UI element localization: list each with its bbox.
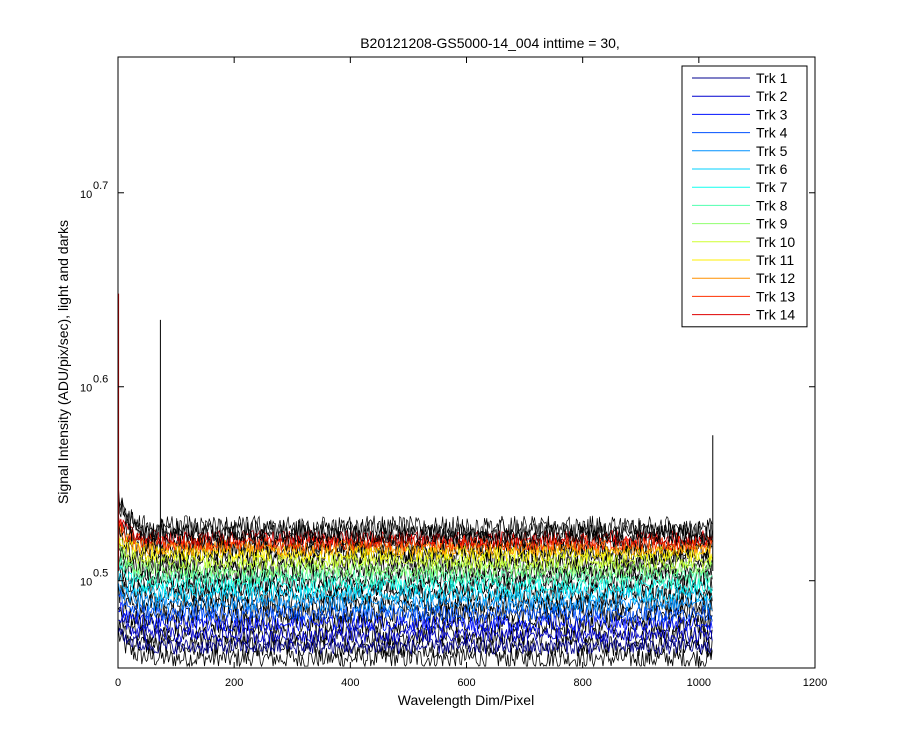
track-line-12 xyxy=(118,521,713,557)
x-tick-label: 1000 xyxy=(687,677,711,689)
legend-label-1: Trk 1 xyxy=(756,70,788,86)
track-line-8 xyxy=(118,556,713,587)
legend-label-10: Trk 10 xyxy=(756,234,795,250)
y-axis-label: Signal Intensity (ADU/pix/sec), light an… xyxy=(55,220,71,504)
track-line-5 xyxy=(118,583,713,613)
y-tick-label-exponent: 0.7 xyxy=(93,180,108,192)
y-tick-label-exponent: 0.6 xyxy=(93,374,108,386)
legend-label-12: Trk 12 xyxy=(756,270,795,286)
y-tick-label-exponent: 0.5 xyxy=(93,568,108,580)
track-line-13 xyxy=(118,520,713,552)
legend-label-11: Trk 11 xyxy=(756,252,794,268)
track-line-2 xyxy=(118,616,713,645)
dark-trace-2 xyxy=(118,619,713,659)
x-axis-label: Wavelength Dim/Pixel xyxy=(398,692,534,708)
y-tick-label-base: 10 xyxy=(80,383,92,395)
dark-trace-top-2 xyxy=(118,498,713,544)
y-tick-label-base: 10 xyxy=(80,189,92,201)
x-tick-label: 1200 xyxy=(803,677,827,689)
track-line-7 xyxy=(118,563,713,595)
plot-traces xyxy=(118,293,714,668)
legend: Trk 1 Trk 2 Trk 3 Trk 4 Trk 5 Trk 6 Trk 7 Trk 8… xyxy=(681,65,808,328)
x-tick-label: 200 xyxy=(225,677,243,689)
legend-label-6: Trk 6 xyxy=(756,161,788,177)
track-line-6 xyxy=(118,572,713,604)
x-tick-label: 0 xyxy=(115,677,121,689)
legend-label-14: Trk 14 xyxy=(756,307,795,323)
dark-trace-1 xyxy=(118,630,713,668)
legend-label-7: Trk 7 xyxy=(756,179,788,195)
legend-label-9: Trk 9 xyxy=(756,216,788,232)
x-axis-ticks: 0 200 400 600 800 1000 1200 xyxy=(115,57,827,689)
legend-box xyxy=(681,65,808,328)
track-line-10 xyxy=(118,538,713,571)
y-tick-label-base: 10 xyxy=(80,577,92,589)
chart-title: B20121208-GS5000-14_004 inttime = 30, xyxy=(360,35,620,51)
legend-label-13: Trk 13 xyxy=(756,288,795,304)
legend-label-5: Trk 5 xyxy=(756,143,788,159)
x-tick-label: 600 xyxy=(457,677,475,689)
x-tick-label: 800 xyxy=(573,677,591,689)
legend-label-3: Trk 3 xyxy=(756,106,788,122)
legend-label-4: Trk 4 xyxy=(756,125,788,141)
x-tick-label: 400 xyxy=(341,677,359,689)
legend-label-2: Trk 2 xyxy=(756,88,788,104)
dark-trace-top-3 xyxy=(118,488,713,540)
legend-label-8: Trk 8 xyxy=(756,197,788,213)
track-line-3 xyxy=(118,601,713,633)
